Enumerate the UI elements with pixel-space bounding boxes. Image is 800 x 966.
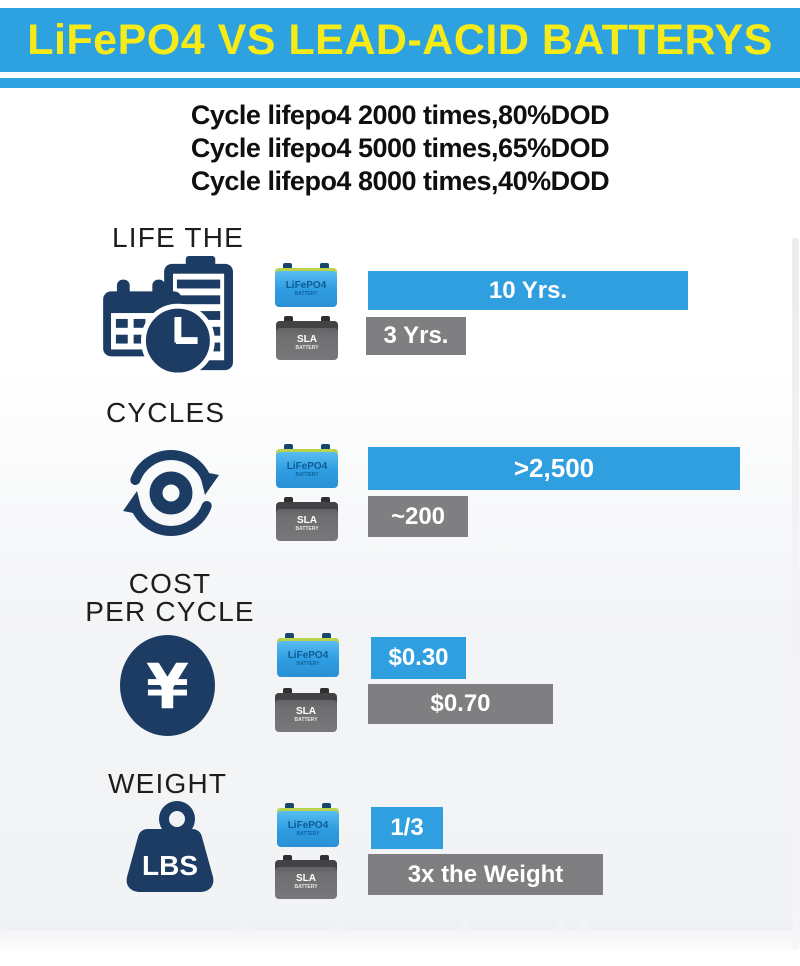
lbs-weight-icon: LBS bbox=[114, 799, 226, 897]
battery-terminal bbox=[283, 263, 292, 270]
bar-value-label: $0.70 bbox=[430, 690, 491, 717]
battery-sub-label: BATTERY bbox=[295, 344, 319, 351]
sla-battery-icon: SLA BATTERY bbox=[275, 688, 337, 732]
footer-segment bbox=[248, 920, 336, 930]
battery-terminal bbox=[285, 633, 294, 640]
scrollbar[interactable] bbox=[792, 238, 799, 950]
lifepo4-bar-cycles: >2,500 bbox=[368, 447, 740, 490]
sla-bar-cycles: ~200 bbox=[368, 496, 468, 537]
lifepo4-bar-weight: 1/3 bbox=[371, 807, 443, 849]
battery-terminal bbox=[285, 803, 294, 810]
intro-line-1: Cycle lifepo4 2000 times,80%DOD bbox=[190, 100, 610, 130]
bar-value-label: ~200 bbox=[390, 502, 446, 530]
battery-terminal bbox=[283, 855, 292, 862]
battery-name-label: LiFePO4 bbox=[287, 649, 329, 661]
battery-terminal bbox=[284, 497, 293, 504]
section-title-line: LIFE THE bbox=[112, 222, 245, 253]
banner: LiFePO4 VS LEAD-ACID BATTERYS bbox=[0, 8, 800, 72]
battery-body: LiFePO4 BATTERY bbox=[275, 268, 337, 307]
battery-sub-label: BATTERY bbox=[296, 830, 320, 837]
bar-value-label: 3 Yrs. bbox=[383, 322, 449, 349]
battery-terminal bbox=[283, 688, 292, 695]
battery-terminal bbox=[322, 803, 331, 810]
battery-name-label: LiFePO4 bbox=[287, 819, 329, 831]
rotation-arrows-icon bbox=[121, 437, 221, 547]
yen-coin-icon: ¥ bbox=[119, 634, 216, 737]
bar-value-label: 10 Yrs. bbox=[488, 276, 568, 304]
battery-body: SLA BATTERY bbox=[276, 321, 338, 360]
section-title-lifetime: LIFE THE bbox=[112, 224, 244, 252]
section-title-line: CYCLES bbox=[106, 397, 226, 428]
section-title-weight: WEIGHT bbox=[108, 770, 227, 798]
sla-battery-icon: SLA BATTERY bbox=[276, 497, 338, 541]
battery-sub-label: BATTERY bbox=[294, 716, 318, 723]
sla-battery-icon: SLA BATTERY bbox=[276, 316, 338, 360]
lifepo4-battery-icon: LiFePO4 BATTERY bbox=[277, 633, 339, 677]
battery-terminal bbox=[320, 855, 329, 862]
sla-bar-cost: $0.70 bbox=[368, 684, 553, 724]
section-title-line: COST bbox=[128, 568, 212, 599]
section-title-cost: COST PER CYCLE bbox=[55, 570, 285, 626]
footer-segment bbox=[0, 920, 240, 930]
battery-body: LiFePO4 BATTERY bbox=[277, 638, 339, 677]
section-title-line: WEIGHT bbox=[108, 768, 228, 799]
battery-sub-label: BATTERY bbox=[294, 290, 318, 297]
bar-value-label: 1/3 bbox=[390, 814, 424, 841]
battery-name-label: SLA bbox=[296, 705, 316, 717]
battery-body: SLA BATTERY bbox=[275, 860, 337, 899]
yen-symbol: ¥ bbox=[146, 650, 189, 723]
battery-terminal bbox=[320, 263, 329, 270]
battery-sub-label: BATTERY bbox=[295, 525, 319, 532]
battery-body: SLA BATTERY bbox=[275, 693, 337, 732]
battery-terminal bbox=[322, 633, 331, 640]
battery-terminal bbox=[321, 316, 330, 323]
battery-name-label: LiFePO4 bbox=[285, 279, 327, 291]
calendar-clock-icon bbox=[103, 256, 241, 376]
bar-value-label: 3x the Weight bbox=[407, 860, 564, 888]
section-title-cycles: CYCLES bbox=[106, 399, 225, 427]
lifepo4-bar-cost: $0.30 bbox=[371, 637, 466, 679]
footer-segment bbox=[470, 920, 558, 930]
footer-segment bbox=[565, 920, 580, 930]
sla-bar-lifetime: 3 Yrs. bbox=[366, 317, 466, 355]
bar-value-label: >2,500 bbox=[513, 453, 595, 483]
battery-body: SLA BATTERY bbox=[276, 502, 338, 541]
intro-line-2: Cycle lifepo4 5000 times,65%DOD bbox=[190, 133, 610, 163]
footer-segment bbox=[343, 920, 463, 930]
battery-body: LiFePO4 BATTERY bbox=[276, 449, 338, 488]
sla-bar-weight: 3x the Weight bbox=[368, 854, 603, 895]
lifepo4-battery-icon: LiFePO4 BATTERY bbox=[277, 803, 339, 847]
battery-body: LiFePO4 BATTERY bbox=[277, 808, 339, 847]
battery-terminal bbox=[320, 688, 329, 695]
battery-sub-label: BATTERY bbox=[295, 471, 319, 478]
battery-terminal bbox=[284, 444, 293, 451]
footer-segment bbox=[590, 920, 800, 930]
page-title: LiFePO4 VS LEAD-ACID BATTERYS bbox=[27, 15, 773, 64]
lifepo4-battery-icon: LiFePO4 BATTERY bbox=[275, 263, 337, 307]
bar-value-label: $0.30 bbox=[388, 644, 449, 671]
battery-name-label: SLA bbox=[297, 333, 317, 345]
intro-line-3: Cycle lifepo4 8000 times,40%DOD bbox=[190, 166, 610, 196]
battery-sub-label: BATTERY bbox=[296, 660, 320, 667]
footer-decoration bbox=[0, 920, 800, 930]
lbs-label: LBS bbox=[142, 850, 198, 881]
battery-terminal bbox=[321, 497, 330, 504]
battery-name-label: LiFePO4 bbox=[286, 460, 328, 472]
battery-terminal bbox=[284, 316, 293, 323]
sla-battery-icon: SLA BATTERY bbox=[275, 855, 337, 899]
lifepo4-battery-icon: LiFePO4 BATTERY bbox=[276, 444, 338, 488]
banner-underline-stripe bbox=[0, 78, 800, 88]
section-title-line: PER CYCLE bbox=[85, 596, 255, 627]
battery-sub-label: BATTERY bbox=[294, 883, 318, 890]
battery-terminal bbox=[321, 444, 330, 451]
battery-name-label: SLA bbox=[296, 872, 316, 884]
intro-notes: Cycle lifepo4 2000 times,80%DOD Cycle li… bbox=[0, 99, 800, 198]
battery-name-label: SLA bbox=[297, 514, 317, 526]
lifepo4-bar-lifetime: 10 Yrs. bbox=[368, 271, 688, 310]
